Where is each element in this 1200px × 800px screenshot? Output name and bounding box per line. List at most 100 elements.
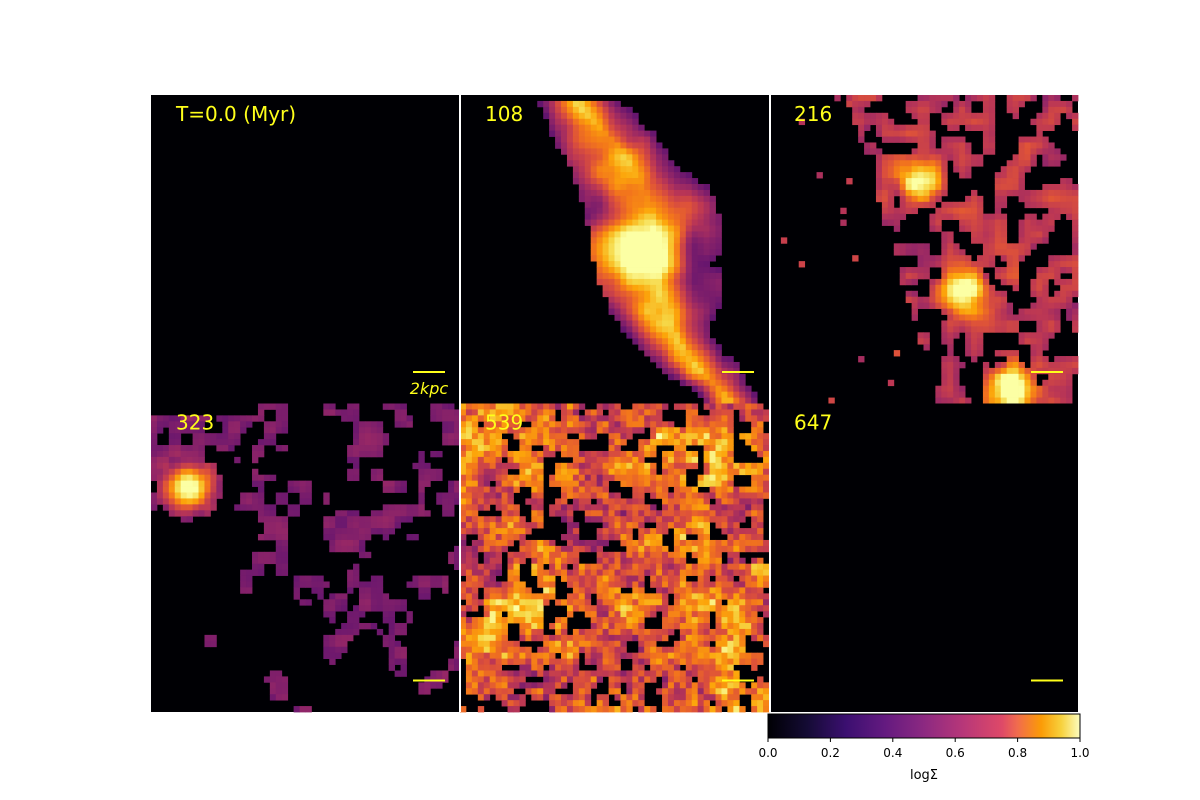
density-cell <box>697 320 705 327</box>
density-cell <box>911 272 918 280</box>
density-cell <box>739 658 746 665</box>
density-cell <box>412 581 419 588</box>
density-cell <box>329 658 336 665</box>
density-cell <box>275 688 283 695</box>
density-cell <box>626 557 633 565</box>
density-cell <box>875 118 883 126</box>
density-cell <box>436 474 443 482</box>
density-cell <box>572 118 580 126</box>
density-cell <box>561 403 568 410</box>
density-cell <box>626 332 633 339</box>
density-cell <box>1066 314 1073 321</box>
density-cell <box>1060 397 1067 404</box>
density-cell <box>1066 106 1073 114</box>
density-cell <box>691 652 699 660</box>
density-cell <box>584 462 592 470</box>
density-cell <box>364 599 372 606</box>
density-cell <box>703 284 710 292</box>
density-cell <box>870 148 877 155</box>
density-cell <box>626 474 633 482</box>
density-cell <box>721 688 728 695</box>
density-cell <box>531 569 538 576</box>
density-cell <box>691 569 699 576</box>
density-cell <box>650 148 657 155</box>
density-cell <box>501 605 508 612</box>
density-cell <box>745 433 752 440</box>
density-cell <box>638 261 645 268</box>
density-cell <box>917 195 924 203</box>
density-cell <box>454 480 461 487</box>
density-cell <box>715 522 722 529</box>
density-cell <box>477 563 485 571</box>
density-cell <box>667 296 675 304</box>
density-cell <box>864 118 871 126</box>
density-cell <box>156 415 164 422</box>
density-cell <box>941 201 948 209</box>
density-cell <box>632 261 639 268</box>
density-cell <box>739 706 746 713</box>
density-cell <box>1060 385 1067 393</box>
density-cell <box>994 243 1002 250</box>
density-cell <box>644 219 651 226</box>
density-cell <box>887 189 895 197</box>
density-cell <box>596 492 604 499</box>
density-cell <box>358 611 366 618</box>
density-cell <box>353 545 360 553</box>
density-cell <box>584 195 592 203</box>
density-cell <box>317 581 324 588</box>
density-cell <box>953 124 960 131</box>
density-cell <box>388 611 396 618</box>
density-cell <box>656 551 663 559</box>
density-cell <box>656 534 663 541</box>
density-cell <box>477 427 485 434</box>
density-cell <box>608 462 615 470</box>
density-cell <box>715 605 722 612</box>
density-cell <box>549 480 556 487</box>
density-cell <box>1042 219 1049 226</box>
density-cell <box>751 439 758 446</box>
density-cell <box>1012 284 1019 292</box>
density-cell <box>727 468 734 476</box>
density-cell <box>614 255 621 262</box>
density-cell <box>460 539 467 547</box>
density-cell <box>709 237 716 244</box>
density-cell <box>994 296 1002 304</box>
density-cell <box>596 249 604 256</box>
density-cell <box>483 409 491 416</box>
density-cell <box>596 278 604 286</box>
density-cell <box>988 284 996 292</box>
density-cell <box>715 664 722 671</box>
density-cell <box>976 118 984 126</box>
density-cell <box>1048 308 1055 315</box>
density-cell <box>638 468 645 476</box>
density-cell <box>519 581 526 588</box>
density-cell <box>275 557 283 565</box>
density-cell <box>638 201 645 209</box>
density-cell <box>721 385 728 393</box>
density-cell <box>632 302 639 309</box>
density-cell <box>537 545 544 553</box>
density-cell <box>751 599 758 606</box>
density-cell <box>561 634 568 642</box>
density-cell <box>436 492 443 499</box>
density-cell <box>656 670 663 677</box>
density-cell <box>679 367 687 375</box>
density-cell <box>614 706 621 713</box>
density-cell <box>662 492 669 499</box>
density-cell <box>685 456 693 464</box>
density-cell <box>1024 367 1031 375</box>
density-cell <box>555 462 562 470</box>
density-cell <box>727 706 734 713</box>
density-cell <box>1018 308 1025 315</box>
density-cell <box>513 640 520 648</box>
density-cell <box>614 676 621 683</box>
density-cell <box>578 124 586 131</box>
density-cell <box>626 528 633 535</box>
density-cell <box>555 124 562 131</box>
density-cell <box>1054 302 1061 309</box>
density-cell <box>626 468 633 476</box>
density-cell <box>697 688 705 695</box>
density-cell <box>929 284 936 292</box>
density-cell <box>572 403 580 410</box>
density-cell <box>382 593 390 600</box>
